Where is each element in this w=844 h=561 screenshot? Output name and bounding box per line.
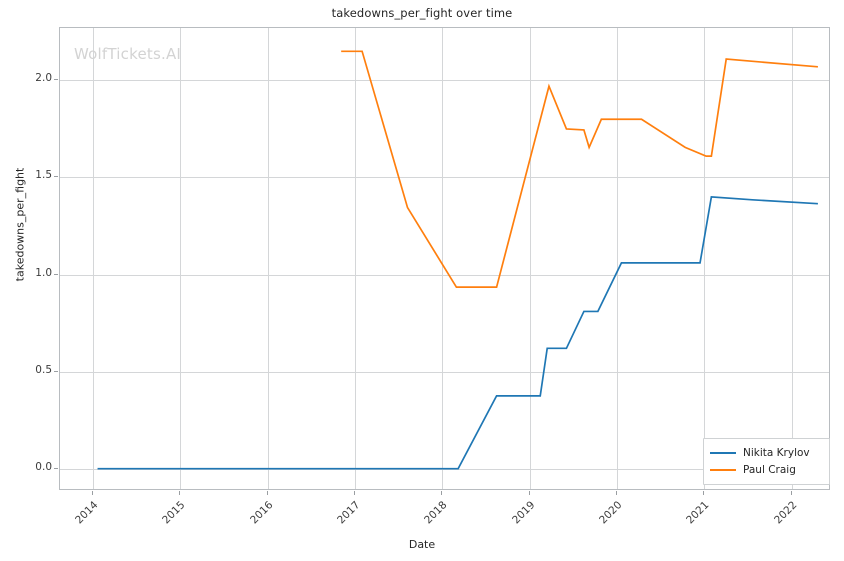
y-tick-mark (54, 176, 58, 178)
x-tick-label: 2014 (73, 499, 101, 527)
gridline-vertical (530, 28, 531, 489)
x-tick-label: 2019 (509, 499, 538, 527)
x-tick-label: 2015 (160, 499, 188, 527)
x-tick-label: 2020 (597, 499, 625, 527)
x-tick-mark (703, 491, 704, 495)
gridline-vertical (704, 28, 705, 489)
y-tick-mark (54, 79, 58, 81)
gridline-horizontal (60, 372, 829, 373)
gridline-vertical (93, 28, 94, 489)
y-tick-label: 0.0 (35, 460, 52, 473)
y-tick-label: 1.0 (35, 266, 52, 279)
x-tick-mark (616, 491, 617, 495)
y-tick-label: 1.5 (35, 169, 52, 182)
x-tick-label: 2022 (771, 499, 800, 527)
x-tick-mark (354, 491, 355, 495)
legend-item[interactable]: Nikita Krylov (710, 444, 823, 461)
data-lines (97, 50, 818, 470)
y-tick-label: 2.0 (35, 72, 52, 85)
x-tick-mark (267, 491, 268, 495)
y-tick-mark (54, 467, 58, 469)
gridline-vertical (355, 28, 356, 489)
legend-color-swatch (710, 451, 736, 454)
chart-legend[interactable]: Nikita Krylov Paul Craig (703, 438, 830, 485)
x-axis-label: Date (408, 538, 436, 551)
gridline-vertical (442, 28, 443, 489)
gridline-vertical (180, 28, 181, 489)
x-tick-mark (441, 491, 442, 495)
x-tick-label: 2018 (422, 499, 450, 527)
y-tick-mark (54, 273, 58, 275)
x-tick-mark (179, 491, 180, 495)
x-tick-label: 2016 (247, 499, 276, 527)
legend-label: Paul Craig (743, 463, 796, 476)
x-tick-mark (529, 491, 530, 495)
gridline-horizontal (60, 80, 829, 81)
series-line (97, 195, 818, 470)
gridline-vertical (268, 28, 269, 489)
y-tick-label: 0.5 (35, 363, 52, 376)
plot-area: WolfTickets.AI (59, 27, 830, 490)
y-tick-mark (54, 370, 58, 372)
gridline-vertical (792, 28, 793, 489)
legend-label: Nikita Krylov (743, 446, 810, 459)
x-tick-label: 2017 (335, 499, 363, 527)
series-line (341, 50, 818, 289)
legend-color-swatch (710, 468, 736, 471)
x-tick-mark (791, 491, 792, 495)
gridline-vertical (617, 28, 618, 489)
x-tick-label: 2021 (684, 499, 712, 527)
chart-title: takedowns_per_fight over time (331, 6, 513, 20)
gridline-horizontal (60, 177, 829, 178)
y-axis-label: takedowns_per_fight (13, 167, 27, 282)
legend-item[interactable]: Paul Craig (710, 461, 823, 478)
x-tick-mark (92, 491, 93, 495)
gridline-horizontal (60, 275, 829, 276)
watermark-text: WolfTickets.AI (74, 45, 182, 63)
